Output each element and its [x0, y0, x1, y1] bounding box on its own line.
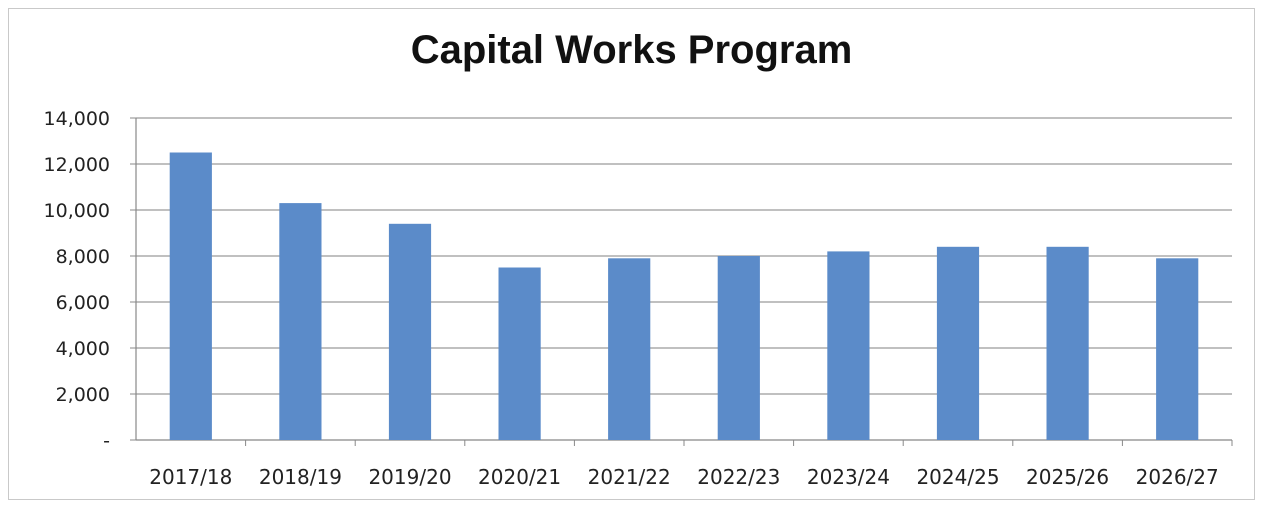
bar [608, 258, 651, 440]
bar [498, 267, 541, 440]
y-tick-label: 4,000 [56, 338, 110, 360]
x-tick-label: 2017/18 [149, 465, 232, 489]
bar [169, 152, 212, 440]
bar [279, 203, 322, 440]
x-tick-label: 2018/19 [259, 465, 342, 489]
x-tick-label: 2023/24 [807, 465, 890, 489]
y-tick-label: 6,000 [56, 292, 110, 314]
x-tick-label: 2021/22 [588, 465, 671, 489]
bars [169, 152, 1199, 440]
y-tick-label: 2,000 [56, 384, 110, 406]
y-tick-label: 8,000 [56, 246, 110, 268]
bar [717, 256, 760, 440]
x-tick-label: 2022/23 [697, 465, 780, 489]
x-tick-label: 2019/20 [368, 465, 451, 489]
y-tick-label: - [103, 430, 110, 452]
chart-title: Capital Works Program [410, 28, 853, 72]
bar [827, 251, 870, 440]
y-tick-label: 10,000 [44, 200, 110, 222]
x-tick-label: 2025/26 [1026, 465, 1109, 489]
x-tick-label: 2020/21 [478, 465, 561, 489]
bar [1156, 258, 1199, 440]
bar [388, 223, 432, 440]
x-tick-label: 2026/27 [1136, 465, 1219, 489]
y-tick-label: 14,000 [44, 108, 110, 130]
y-tick-labels: - 2,000 4,000 6,000 8,000 10,000 12,000 14,000 [44, 108, 110, 452]
x-tick-labels: 2017/18 2018/19 2019/20 2020/21 2021/22 2022/… [149, 465, 1218, 489]
bar [1046, 246, 1089, 440]
y-tick-label: 12,000 [44, 154, 110, 176]
x-tick-label: 2024/25 [916, 465, 999, 489]
bar [936, 246, 980, 440]
